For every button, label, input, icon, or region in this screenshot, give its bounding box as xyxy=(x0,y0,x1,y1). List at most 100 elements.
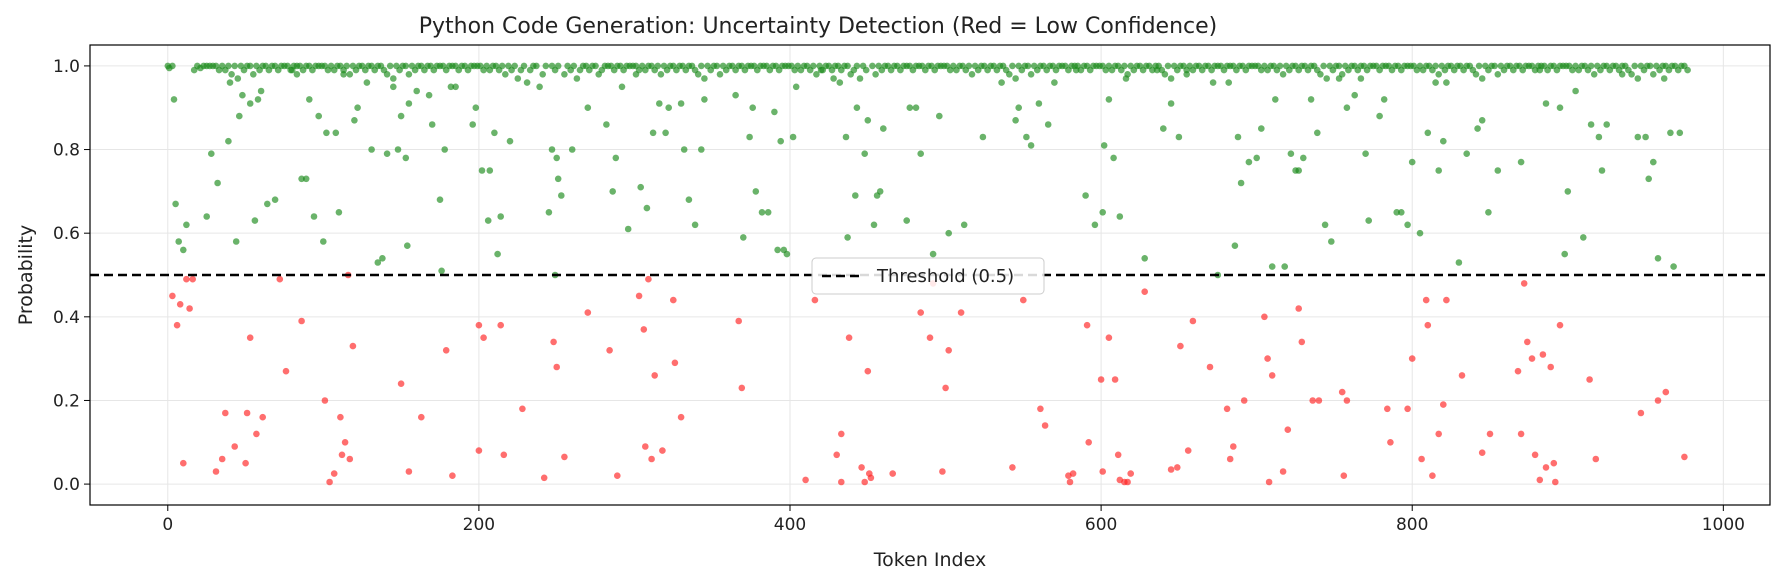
low-confidence-point xyxy=(1387,439,1394,446)
low-confidence-point xyxy=(838,430,845,438)
high-confidence-point xyxy=(390,83,397,91)
low-confidence-point xyxy=(169,292,176,300)
high-confidence-point xyxy=(1009,62,1016,70)
high-confidence-point xyxy=(1650,158,1657,166)
x-axis-ticks: 0 200 400 600 800 1000 xyxy=(162,505,1745,535)
low-confidence-point xyxy=(500,451,508,459)
high-confidence-point xyxy=(1091,221,1099,229)
low-confidence-point xyxy=(346,455,354,463)
low-confidence-point xyxy=(1542,464,1550,471)
high-confidence-point xyxy=(1099,209,1106,216)
high-confidence-point xyxy=(1351,91,1358,99)
x-tick-label: 800 xyxy=(1396,515,1428,535)
high-confidence-point xyxy=(1357,75,1365,82)
high-confidence-point xyxy=(698,146,705,153)
high-confidence-point xyxy=(771,108,778,116)
high-confidence-point xyxy=(917,150,924,157)
high-confidence-point xyxy=(1628,71,1635,78)
low-confidence-point xyxy=(1226,455,1234,463)
high-confidence-point xyxy=(1631,62,1638,70)
data-points xyxy=(164,62,1691,486)
high-confidence-point xyxy=(1110,154,1117,162)
low-confidence-point xyxy=(738,384,746,392)
high-confidence-point xyxy=(1281,263,1288,270)
high-confidence-point xyxy=(254,96,262,103)
low-confidence-point xyxy=(1404,405,1411,413)
high-confidence-point xyxy=(1100,142,1108,149)
high-confidence-point xyxy=(441,146,449,153)
low-confidence-point xyxy=(480,334,487,342)
low-confidence-point xyxy=(735,317,742,325)
high-confidence-point xyxy=(246,62,254,70)
low-confidence-point xyxy=(550,338,557,346)
high-confidence-point xyxy=(1024,62,1032,70)
high-confidence-point xyxy=(836,79,844,86)
low-confidence-point xyxy=(1662,388,1670,396)
high-confidence-point xyxy=(379,254,386,262)
low-confidence-point xyxy=(1531,451,1539,459)
high-confidence-point xyxy=(713,62,721,70)
high-confidence-point xyxy=(1463,150,1470,157)
high-confidence-point xyxy=(397,112,405,120)
low-confidence-point xyxy=(1261,313,1268,321)
high-confidence-point xyxy=(323,129,330,137)
high-confidence-point xyxy=(236,112,243,120)
high-confidence-point xyxy=(1443,79,1450,86)
low-confidence-point xyxy=(1268,372,1276,379)
high-confidence-point xyxy=(1295,167,1302,174)
low-confidence-point xyxy=(183,275,190,283)
high-confidence-point xyxy=(1300,154,1307,162)
low-confidence-point xyxy=(1384,405,1391,413)
high-confidence-point xyxy=(844,62,851,70)
high-confidence-point xyxy=(998,79,1005,86)
x-tick-label: 600 xyxy=(1085,515,1117,535)
y-tick-label: 1.0 xyxy=(53,57,80,77)
high-confidence-point xyxy=(264,200,271,208)
low-confidence-point xyxy=(1435,430,1442,438)
low-confidence-point xyxy=(926,334,934,342)
high-confidence-point xyxy=(208,150,215,157)
low-confidence-point xyxy=(1514,367,1522,375)
high-confidence-point xyxy=(335,209,343,216)
high-confidence-point xyxy=(1587,62,1595,70)
high-confidence-point xyxy=(246,100,254,107)
low-confidence-point xyxy=(1338,388,1346,396)
high-confidence-point xyxy=(643,204,651,212)
high-confidence-point xyxy=(1234,133,1242,141)
high-confidence-point xyxy=(1237,179,1245,187)
high-confidence-point xyxy=(864,117,872,124)
low-confidence-point xyxy=(298,317,305,325)
low-confidence-point xyxy=(449,472,456,480)
high-confidence-point xyxy=(1276,62,1284,70)
high-confidence-point xyxy=(777,137,784,145)
low-confidence-point xyxy=(659,447,666,454)
high-confidence-point xyxy=(1393,209,1400,216)
high-confidence-point xyxy=(310,213,318,220)
high-confidence-point xyxy=(533,62,540,70)
low-confidence-point xyxy=(1009,464,1016,471)
high-confidence-point xyxy=(1572,87,1579,95)
high-confidence-point xyxy=(853,62,861,70)
low-confidence-point xyxy=(1586,376,1593,383)
high-confidence-point xyxy=(880,125,887,132)
high-confidence-point xyxy=(1667,129,1674,137)
low-confidence-point xyxy=(957,309,965,316)
high-confidence-point xyxy=(346,71,354,78)
y-tick-label: 0.4 xyxy=(53,308,80,328)
high-confidence-point xyxy=(469,121,477,128)
high-confidence-point xyxy=(1121,62,1128,70)
high-confidence-point xyxy=(1164,62,1172,70)
high-confidence-point xyxy=(1183,71,1190,78)
high-confidence-point xyxy=(306,96,313,103)
high-confidence-point xyxy=(1027,71,1035,78)
low-confidence-point xyxy=(606,347,613,354)
high-confidence-point xyxy=(320,238,327,245)
low-confidence-point xyxy=(282,367,290,375)
low-confidence-point xyxy=(1343,397,1351,404)
low-confidence-point xyxy=(1637,409,1645,417)
high-confidence-point xyxy=(351,117,358,124)
high-confidence-point xyxy=(842,133,850,141)
high-confidence-point xyxy=(1161,71,1169,78)
low-confidence-point xyxy=(497,321,505,329)
high-confidence-point xyxy=(570,62,578,70)
